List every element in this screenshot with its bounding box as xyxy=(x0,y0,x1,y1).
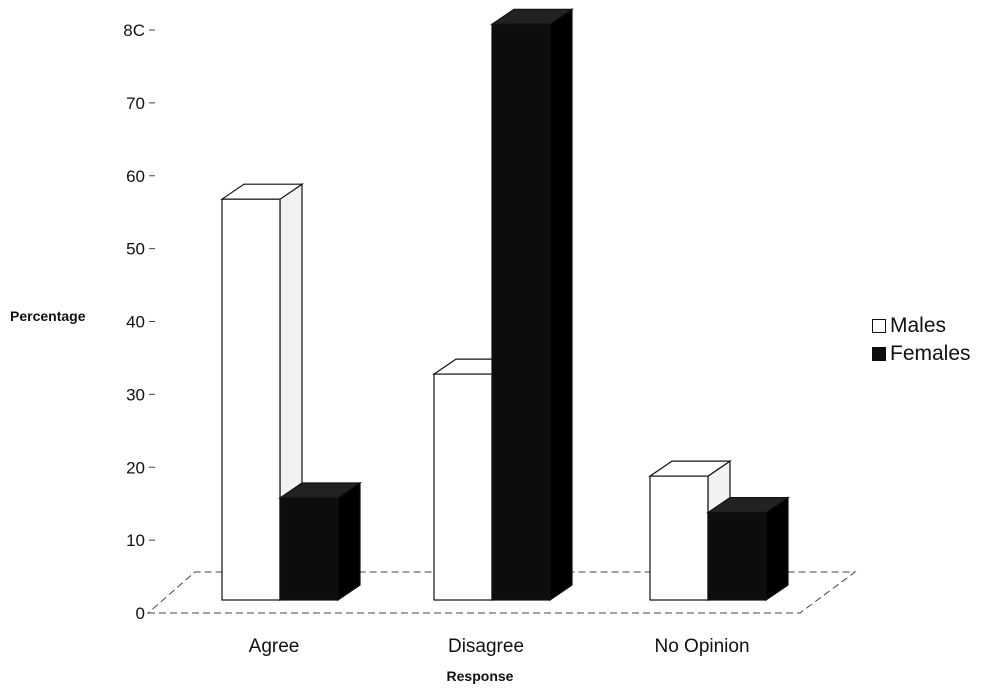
legend-swatch-females xyxy=(872,347,886,361)
x-tick-label: Disagree xyxy=(448,636,524,657)
legend-item-females: Females xyxy=(872,340,971,368)
bar-females-agree xyxy=(278,481,362,602)
x-axis: Agree Disagree No Opinion xyxy=(249,636,750,657)
y-tick-label: 40 xyxy=(126,313,145,332)
legend-label-females: Females xyxy=(890,342,971,365)
bars xyxy=(220,8,790,602)
chart-floor xyxy=(146,571,857,614)
bar-females-disagree xyxy=(490,8,574,602)
y-tick-label: 70 xyxy=(126,94,145,113)
y-axis: 0 10 20 30 40 50 60 70 8C xyxy=(123,21,155,623)
y-axis-title: Percentage xyxy=(10,308,86,324)
legend-item-males: Males xyxy=(872,312,971,340)
y-tick-label: 0 xyxy=(136,604,145,623)
bar-females-no-opinion xyxy=(706,496,790,602)
y-tick-label: 10 xyxy=(126,531,145,550)
x-tick-label: Agree xyxy=(249,636,300,657)
x-axis-title: Response xyxy=(447,668,514,684)
y-tick-label: 50 xyxy=(126,240,145,259)
y-tick-label: 20 xyxy=(126,458,145,477)
y-tick-label: 8C xyxy=(123,21,145,40)
x-tick-label: No Opinion xyxy=(654,636,749,657)
legend-label-males: Males xyxy=(890,314,947,337)
legend: Males Females xyxy=(872,312,971,368)
legend-swatch-males xyxy=(872,319,886,333)
y-tick-label: 60 xyxy=(126,167,145,186)
y-tick-label: 30 xyxy=(126,385,145,404)
floor-outline xyxy=(146,571,857,614)
